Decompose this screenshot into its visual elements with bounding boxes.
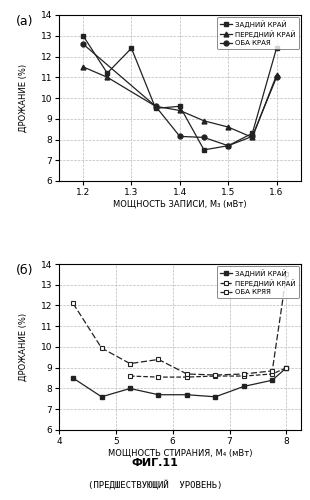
Text: (a): (a) xyxy=(16,15,33,28)
ЗАДНИЙ КРАЙ xyxy=(157,392,160,398)
ЗАДНИЙ КРАЙ xyxy=(202,147,206,153)
Legend: ЗАДНИЙ КРАЙ, ПЕРЕДНИЙ КРАЙ, ОБА КРЯЯ: ЗАДНИЙ КРАЙ, ПЕРЕДНИЙ КРАЙ, ОБА КРЯЯ xyxy=(217,266,299,298)
ЗАДНИЙ КРАЙ xyxy=(250,130,254,136)
Legend: ЗАДНИЙ КРАЙ, ПЕРЕДНИЙ КРАЙ, ОБА КРАЯ: ЗАДНИЙ КРАЙ, ПЕРЕДНИЙ КРАЙ, ОБА КРАЯ xyxy=(217,17,299,49)
ОБА КРЯЯ xyxy=(157,356,160,362)
ПЕРЕДНИЙ КРАЙ xyxy=(226,124,230,130)
ОБА КРАЯ xyxy=(226,142,230,148)
ЗАДНИЙ КРАЙ xyxy=(275,45,278,51)
ЗАДНИЙ КРАЙ xyxy=(270,377,274,383)
ЗАДНИЙ КРАЙ xyxy=(178,104,182,110)
ЗАДНИЙ КРАЙ xyxy=(185,392,189,398)
Line: ПЕРЕДНИЙ КРАЙ: ПЕРЕДНИЙ КРАЙ xyxy=(81,64,279,140)
ОБА КРАЯ xyxy=(250,134,254,140)
ЗАДНИЙ КРАЙ xyxy=(130,45,133,51)
ЗАДНИЙ КРАЙ xyxy=(242,384,246,390)
ОБА КРАЯ xyxy=(81,41,85,47)
ПЕРЕДНИЙ КРАЙ xyxy=(270,371,274,377)
ПЕРЕДНИЙ КРАЙ xyxy=(250,134,254,140)
ОБА КРЯЯ xyxy=(270,368,274,374)
ПЕРЕДНИЙ КРАЙ xyxy=(178,108,182,114)
ПЕРЕДНИЙ КРАЙ xyxy=(81,64,85,70)
ОБА КРАЯ xyxy=(275,74,278,80)
ОБА КРЯЯ xyxy=(128,360,132,366)
ПЕРЕДНИЙ КРАЙ xyxy=(275,72,278,78)
ЗАДНИЙ КРАЙ xyxy=(71,375,75,381)
ПЕРЕДНИЙ КРАЙ xyxy=(214,373,217,379)
ПЕРЕДНИЙ КРАЙ xyxy=(242,373,246,379)
ОБА КРАЯ xyxy=(178,134,182,140)
ПЕРЕДНИЙ КРАЙ xyxy=(185,374,189,380)
ОБА КРЯЯ xyxy=(214,372,217,378)
ПЕРЕДНИЙ КРАЙ xyxy=(202,118,206,124)
Line: ОБА КРАЯ: ОБА КРАЯ xyxy=(81,42,279,148)
ОБА КРЯЯ xyxy=(185,371,189,377)
ПЕРЕДНИЙ КРАЙ xyxy=(105,74,109,80)
X-axis label: МОЩНОСТЬ СТИРАНИЯ, M₄ (мВт): МОЩНОСТЬ СТИРАНИЯ, M₄ (мВт) xyxy=(108,448,252,458)
Text: ФИГ.11: ФИГ.11 xyxy=(131,458,179,468)
ЗАДНИЙ КРАЙ xyxy=(226,142,230,148)
ЗАДНИЙ КРАЙ xyxy=(81,33,85,39)
ЗАДНИЙ КРАЙ xyxy=(100,394,104,400)
ОБА КРЯЯ xyxy=(100,345,104,351)
ПЕРЕДНИЙ КРАЙ xyxy=(157,374,160,380)
ПЕРЕДНИЙ КРАЙ xyxy=(285,364,288,370)
ПЕРЕДНИЙ КРАЙ xyxy=(128,373,132,379)
ОБА КРЯЯ xyxy=(71,300,75,306)
Line: ОБА КРЯЯ: ОБА КРЯЯ xyxy=(71,272,289,378)
Y-axis label: ДРОЖАНИЕ (%): ДРОЖАНИЕ (%) xyxy=(19,313,28,381)
Line: ПЕРЕДНИЙ КРАЙ: ПЕРЕДНИЙ КРАЙ xyxy=(128,366,289,380)
Y-axis label: ДРОЖАНИЕ (%): ДРОЖАНИЕ (%) xyxy=(19,64,28,132)
ЗАДНИЙ КРАЙ xyxy=(128,386,132,392)
Text: (б): (б) xyxy=(16,264,33,277)
ЗАДНИЙ КРАЙ xyxy=(285,364,288,370)
Text: (ПРЕДШЕСТВУЮЩИЙ  УРОВЕНЬ): (ПРЕДШЕСТВУЮЩИЙ УРОВЕНЬ) xyxy=(88,480,222,490)
ЗАДНИЙ КРАЙ xyxy=(214,394,217,400)
ОБА КРАЯ xyxy=(202,134,206,140)
X-axis label: МОЩНОСТЬ ЗАПИСИ, M₃ (мВт): МОЩНОСТЬ ЗАПИСИ, M₃ (мВт) xyxy=(113,200,247,208)
ЗАДНИЙ КРАЙ xyxy=(105,70,109,76)
Line: ЗАДНИЙ КРАЙ: ЗАДНИЙ КРАЙ xyxy=(81,34,279,152)
ПЕРЕДНИЙ КРАЙ xyxy=(154,104,157,110)
ОБА КРАЯ xyxy=(154,104,157,110)
ОБА КРЯЯ xyxy=(242,371,246,377)
ОБА КРЯЯ xyxy=(285,272,288,278)
Line: ЗАДНИЙ КРАЙ: ЗАДНИЙ КРАЙ xyxy=(71,366,289,399)
ЗАДНИЙ КРАЙ xyxy=(154,106,157,112)
